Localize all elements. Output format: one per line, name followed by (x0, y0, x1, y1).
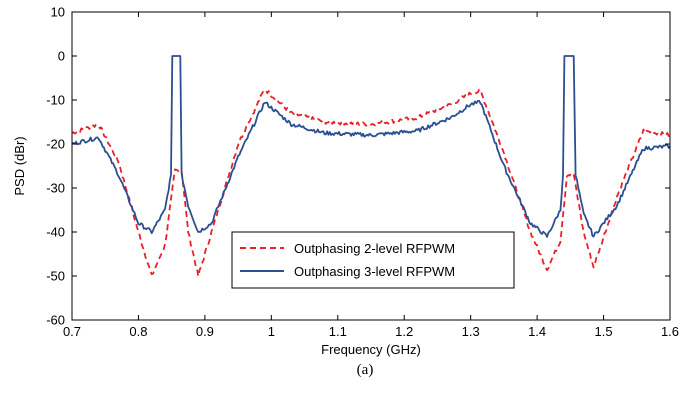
y-tick-label: 10 (51, 5, 65, 20)
figure-caption: (a) (357, 362, 374, 378)
x-tick-label: 1 (268, 324, 275, 339)
plot-frame (71, 11, 671, 321)
x-tick-label: 0.7 (63, 324, 81, 339)
y-tick-label: -20 (46, 137, 65, 152)
series-line-1 (71, 88, 671, 278)
x-tick-label: 1.3 (462, 324, 480, 339)
y-tick-label: 0 (58, 49, 65, 64)
x-tick-label: 1.6 (661, 324, 679, 339)
legend-label-1: Outphasing 2-level RFPWM (294, 241, 455, 256)
y-tick-label: -30 (46, 181, 65, 196)
y-tick-label: -60 (46, 313, 65, 328)
series-line-2 (72, 55, 671, 238)
x-tick-label: 1.1 (329, 324, 347, 339)
x-tick-label: 1.5 (595, 324, 613, 339)
y-axis-label: PSD (dBr) (12, 136, 27, 195)
plot-lines (71, 55, 671, 278)
legend: Outphasing 2-level RFPWM Outphasing 3-lev… (231, 231, 515, 289)
legend-box (231, 231, 515, 289)
x-axis-label: Frequency (GHz) (321, 342, 421, 357)
x-tick-label: 0.8 (129, 324, 147, 339)
y-tick-label: -50 (46, 269, 65, 284)
y-axis-ticks: 10 0 -10 -20 -30 -40 -50 -60 (46, 5, 670, 328)
legend-label-2: Outphasing 3-level RFPWM (294, 264, 455, 279)
x-tick-label: 0.9 (196, 324, 214, 339)
x-tick-label: 1.2 (395, 324, 413, 339)
x-axis-ticks: 0.7 0.8 0.9 1 1.1 1.2 1.3 1.4 1.5 1.6 (63, 12, 679, 339)
y-tick-label: -40 (46, 225, 65, 240)
x-tick-label: 1.4 (528, 324, 546, 339)
y-tick-label: -10 (46, 93, 65, 108)
